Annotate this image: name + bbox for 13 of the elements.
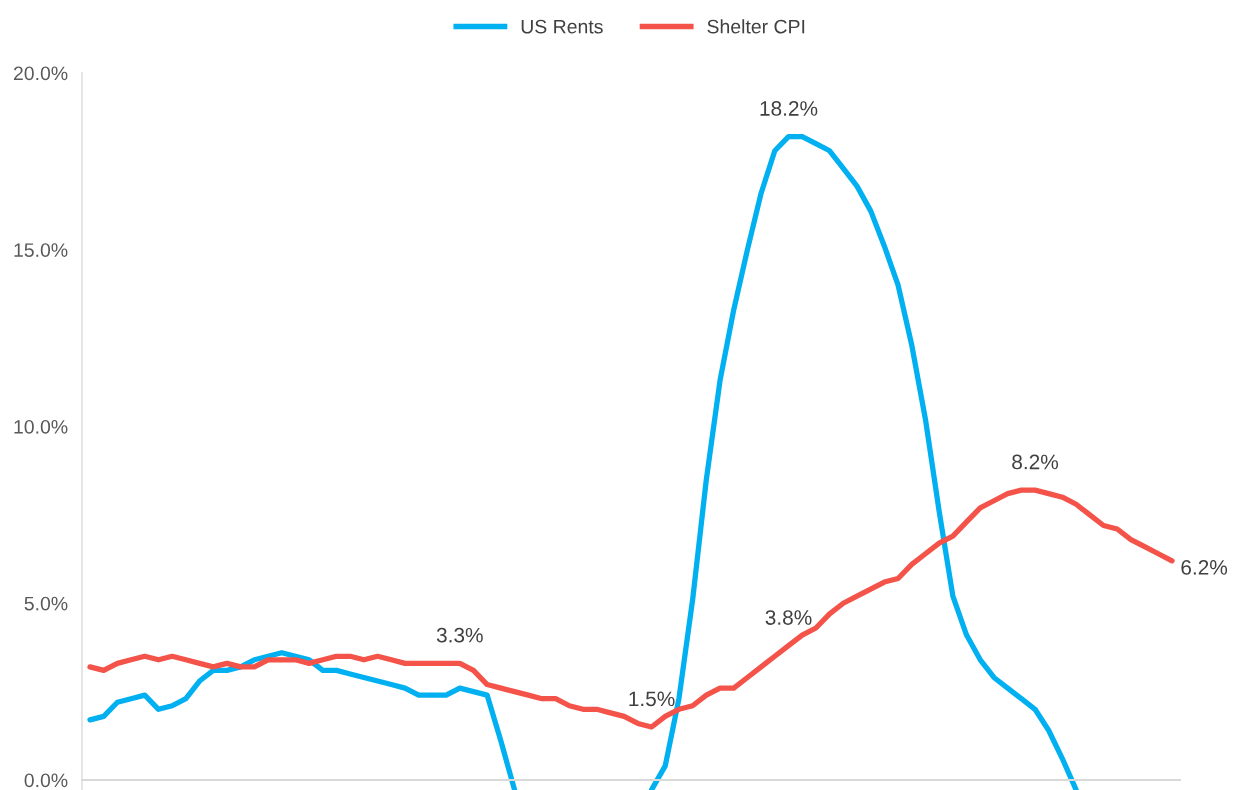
data-label: 1.5% [629, 691, 675, 707]
data-label: 6.2% [1181, 560, 1228, 575]
data-label: 3.3% [436, 627, 483, 643]
data-label: 18.2% [760, 101, 818, 116]
legend-label: Shelter CPI [707, 19, 805, 34]
y-tick-label: 20.0% [13, 66, 68, 81]
data-label: 8.2% [1012, 454, 1059, 470]
y-tick-label: 15.0% [14, 243, 68, 257]
y-tick-label: 0.0% [24, 773, 68, 788]
y-tick-label: 10.0% [14, 419, 68, 434]
legend-label: US Rents [521, 19, 603, 34]
data-label: 3.8% [765, 610, 812, 625]
y-tick-label: 5.0% [24, 596, 68, 611]
